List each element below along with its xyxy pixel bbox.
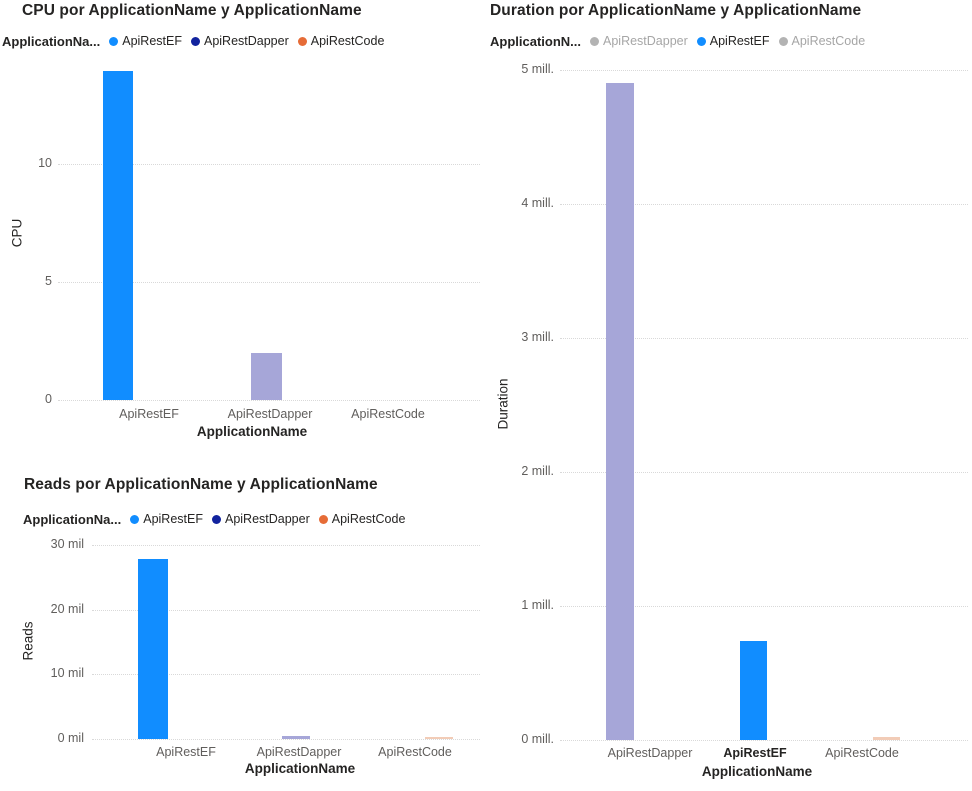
x-category-label-ApiRestCode[interactable]: ApiRestCode [378,745,452,759]
legend-item-ApiRestDapper[interactable]: ApiRestDapper [190,34,289,48]
duration-chart: Duration por ApplicationName y Applicati… [482,0,972,791]
gridline [92,739,480,740]
chart-title: CPU por ApplicationName y ApplicationNam… [22,2,362,19]
x-axis-title: ApplicationName [701,764,813,779]
legend-item-label: ApiRestCode [331,512,406,526]
gridline [92,674,480,676]
gridline [58,281,480,283]
x-category-label-ApiRestDapper[interactable]: ApiRestDapper [256,745,342,759]
x-category-label-ApiRestEF[interactable]: ApiRestEF [723,746,787,760]
legend-item-ApiRestDapper[interactable]: ApiRestDapper [590,34,688,48]
x-category-label-ApiRestEF[interactable]: ApiRestEF [156,745,216,759]
y-tick-label: 3 mill. [521,330,554,345]
gridline [560,70,968,72]
gridline [560,338,968,340]
bar-ApiRestCode[interactable] [872,737,900,740]
legend-item-label: ApiRestDapper [203,34,289,48]
legend-item-ApiRestCode[interactable]: ApiRestCode [778,34,866,48]
legend-dot-icon [696,36,706,46]
x-axis-title: ApplicationName [244,761,356,776]
gridline [92,609,480,611]
bar-ApiRestCode[interactable] [425,736,453,739]
y-tick-label: 4 mill. [521,196,554,211]
y-tick-label: 20 mil [50,601,84,616]
legend-dot-icon [590,36,599,46]
legend-item-label: ApiRestCode [791,34,866,48]
x-category-label-ApiRestCode[interactable]: ApiRestCode [825,746,899,760]
legend: ApplicationNa... ApiRestEF ApiRestDapper Ap… [2,33,384,49]
legend-item-ApiRestCode[interactable]: ApiRestCode [318,512,406,526]
legend-item-label: ApiRestCode [310,34,385,48]
legend-item-ApiRestEF[interactable]: ApiRestEF [109,34,182,48]
x-category-label-ApiRestDapper[interactable]: ApiRestDapper [607,746,693,760]
chart-title: Reads por ApplicationName y ApplicationN… [24,476,378,493]
legend-item-label: ApiRestEF [143,512,203,526]
y-axis-title: CPU [9,218,25,248]
y-tick-label: 0 mil [57,731,84,745]
x-axis-title: ApplicationName [196,424,308,439]
legend-dot-icon [130,514,140,524]
legend-item-ApiRestEF[interactable]: ApiRestEF [696,34,770,48]
gridline [58,400,480,401]
legend: ApplicationNa... ApiRestEF ApiRestDapper Ap… [23,511,405,527]
x-category-label-ApiRestDapper[interactable]: ApiRestDapper [227,407,313,421]
legend-dot-icon [297,36,307,46]
legend-title: ApplicationN... [490,33,581,49]
gridline [560,606,968,607]
legend-dot-icon [778,36,788,46]
chart-title: Duration por ApplicationName y Applicati… [490,2,862,19]
y-tick-label: 2 mill. [521,464,554,479]
legend-dot-icon [109,36,119,46]
legend-item-label: ApiRestDapper [603,34,688,48]
bar-ApiRestEF[interactable] [103,71,133,400]
legend-item-ApiRestCode[interactable]: ApiRestCode [297,34,385,48]
gridline [560,740,968,741]
legend-dot-icon [211,514,221,524]
gridline [58,163,480,165]
y-tick-label: 1 mill. [521,598,554,612]
y-axis-title: Reads [20,621,36,661]
y-tick-label: 0 [45,392,52,406]
y-tick-label: 10 mil [50,666,84,681]
legend-title: ApplicationNa... [2,33,101,49]
cpu-chart: CPU por ApplicationName y ApplicationNam… [0,0,482,465]
legend-item-ApiRestDapper[interactable]: ApiRestDapper [211,512,310,526]
legend-item-label: ApiRestEF [122,34,182,48]
bar-ApiRestDapper[interactable] [606,83,634,740]
y-tick-label: 5 mill. [521,62,554,77]
legend-item-label: ApiRestDapper [224,512,310,526]
gridline [560,204,968,206]
gridline [560,472,968,474]
reads-chart: Reads por ApplicationName y ApplicationN… [0,470,482,791]
legend: ApplicationN... ApiRestDapper ApiRestEF Api… [490,33,865,49]
bar-ApiRestDapper[interactable] [250,352,282,400]
y-tick-label: 30 mil [50,537,84,552]
legend-item-label: ApiRestEF [709,34,770,48]
y-axis-title: Duration [495,378,511,430]
legend-dot-icon [190,36,200,46]
x-category-label-ApiRestCode[interactable]: ApiRestCode [351,407,425,421]
bar-ApiRestEF[interactable] [739,640,767,740]
y-tick-label: 5 [45,273,52,288]
legend-title: ApplicationNa... [23,511,122,527]
y-tick-label: 0 mill. [521,732,554,746]
bar-ApiRestDapper[interactable] [282,736,310,739]
bar-ApiRestEF[interactable] [138,558,168,739]
x-category-label-ApiRestEF[interactable]: ApiRestEF [119,407,179,421]
legend-dot-icon [318,514,328,524]
legend-item-ApiRestEF[interactable]: ApiRestEF [130,512,203,526]
gridline [92,545,480,547]
y-tick-label: 10 [38,155,52,170]
